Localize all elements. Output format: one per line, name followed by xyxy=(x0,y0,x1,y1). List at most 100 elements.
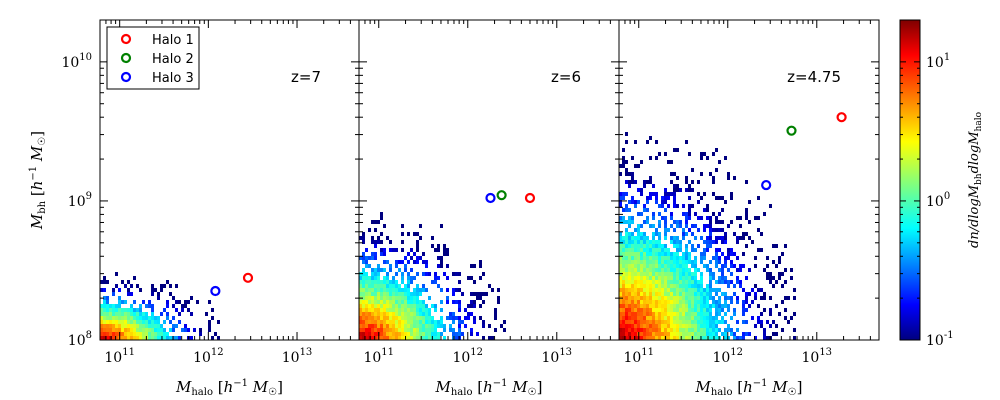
heatmap-cell xyxy=(404,320,407,324)
heatmap-cell xyxy=(136,284,139,288)
heatmap-cell xyxy=(127,308,130,312)
heatmap-cell xyxy=(109,320,112,324)
heatmap-cell xyxy=(628,180,631,184)
heatmap-cell xyxy=(625,140,628,144)
heatmap-cell xyxy=(619,216,622,220)
heatmap-cell xyxy=(769,308,772,312)
heatmap-cell xyxy=(103,332,106,336)
heatmap-cell xyxy=(685,232,688,236)
heatmap-cell xyxy=(410,292,413,296)
heatmap-cell xyxy=(121,332,124,336)
heatmap-cell xyxy=(673,324,676,328)
heatmap-cell xyxy=(106,296,109,300)
heatmap-cell xyxy=(628,224,631,228)
heatmap-cell xyxy=(154,324,157,328)
heatmap-cell xyxy=(440,316,443,320)
heatmap-cell xyxy=(715,236,718,240)
heatmap-cell xyxy=(676,240,679,244)
heatmap-cell xyxy=(793,328,796,332)
heatmap-cell xyxy=(661,196,664,200)
heatmap-cell xyxy=(139,320,142,324)
heatmap-cell xyxy=(679,332,682,336)
heatmap-cell xyxy=(718,312,721,316)
heatmap-cell xyxy=(446,276,449,280)
heatmap-cell xyxy=(619,300,622,304)
heatmap-cell xyxy=(670,192,673,196)
heatmap-cell xyxy=(784,316,787,320)
heatmap-cell xyxy=(670,316,673,320)
heatmap-cell xyxy=(392,276,395,280)
heatmap-cell xyxy=(697,312,700,316)
heatmap-cell xyxy=(380,320,383,324)
heatmap-cell xyxy=(389,320,392,324)
heatmap-cell xyxy=(124,336,127,340)
heatmap-cell xyxy=(691,288,694,292)
heatmap-cell xyxy=(392,308,395,312)
heatmap-cell xyxy=(431,328,434,332)
heatmap-cell xyxy=(401,224,404,228)
heatmap-cell xyxy=(700,324,703,328)
heatmap-cell xyxy=(470,264,473,268)
heatmap-cell xyxy=(706,204,709,208)
heatmap-cell xyxy=(655,292,658,296)
heatmap-cell xyxy=(416,248,419,252)
heatmap-cell xyxy=(625,296,628,300)
heatmap-cell xyxy=(181,304,184,308)
heatmap-cell xyxy=(374,336,377,340)
heatmap-cell xyxy=(130,324,133,328)
heatmap-cell xyxy=(404,268,407,272)
heatmap-cell xyxy=(628,256,631,260)
heatmap-cell xyxy=(619,236,622,240)
heatmap-cell xyxy=(383,276,386,280)
heatmap-cell xyxy=(425,308,428,312)
heatmap-cell xyxy=(413,292,416,296)
heatmap-cell xyxy=(637,256,640,260)
heatmap-cell xyxy=(157,328,160,332)
heatmap-cell xyxy=(694,248,697,252)
heatmap-cell xyxy=(688,292,691,296)
heatmap-cell xyxy=(721,268,724,272)
heatmap-cell xyxy=(622,160,625,164)
heatmap-cell xyxy=(175,336,178,340)
heatmap-cell xyxy=(625,288,628,292)
heatmap-cell xyxy=(136,328,139,332)
heatmap-cell xyxy=(365,288,368,292)
heatmap-cell xyxy=(661,312,664,316)
heatmap-cell xyxy=(649,248,652,252)
heatmap-cell xyxy=(769,204,772,208)
heatmap-cell xyxy=(733,176,736,180)
heatmap-cell xyxy=(766,272,769,276)
heatmap-cell xyxy=(380,248,383,252)
heatmap-cell xyxy=(464,316,467,320)
heatmap-cell xyxy=(169,336,172,340)
heatmap-cell xyxy=(631,284,634,288)
heatmap-cell xyxy=(148,332,151,336)
heatmap-cell xyxy=(145,312,148,316)
heatmap-cell xyxy=(625,228,628,232)
heatmap-cell xyxy=(664,244,667,248)
heatmap-cell xyxy=(115,320,118,324)
heatmap-cell xyxy=(652,224,655,228)
heatmap-cell xyxy=(664,200,667,204)
heatmap-cell xyxy=(148,328,151,332)
heatmap-cell xyxy=(709,272,712,276)
heatmap-cell xyxy=(661,328,664,332)
heatmap-cell xyxy=(670,320,673,324)
heatmap-cell xyxy=(688,204,691,208)
heatmap-cell xyxy=(151,304,154,308)
heatmap-cell xyxy=(670,268,673,272)
heatmap-cell xyxy=(661,244,664,248)
heatmap-cell xyxy=(175,324,178,328)
heatmap-cell xyxy=(736,276,739,280)
heatmap-cell xyxy=(413,288,416,292)
legend-marker-halo-2 xyxy=(120,52,132,64)
heatmap-cell xyxy=(652,320,655,324)
heatmap-cell xyxy=(362,296,365,300)
heatmap-cell xyxy=(404,316,407,320)
x-tick-label: 1012 xyxy=(712,347,743,366)
heatmap-cell xyxy=(130,308,133,312)
heatmap-cell xyxy=(100,312,103,316)
heatmap-cell xyxy=(655,240,658,244)
heatmap-cell xyxy=(694,280,697,284)
heatmap-cell xyxy=(736,336,739,340)
